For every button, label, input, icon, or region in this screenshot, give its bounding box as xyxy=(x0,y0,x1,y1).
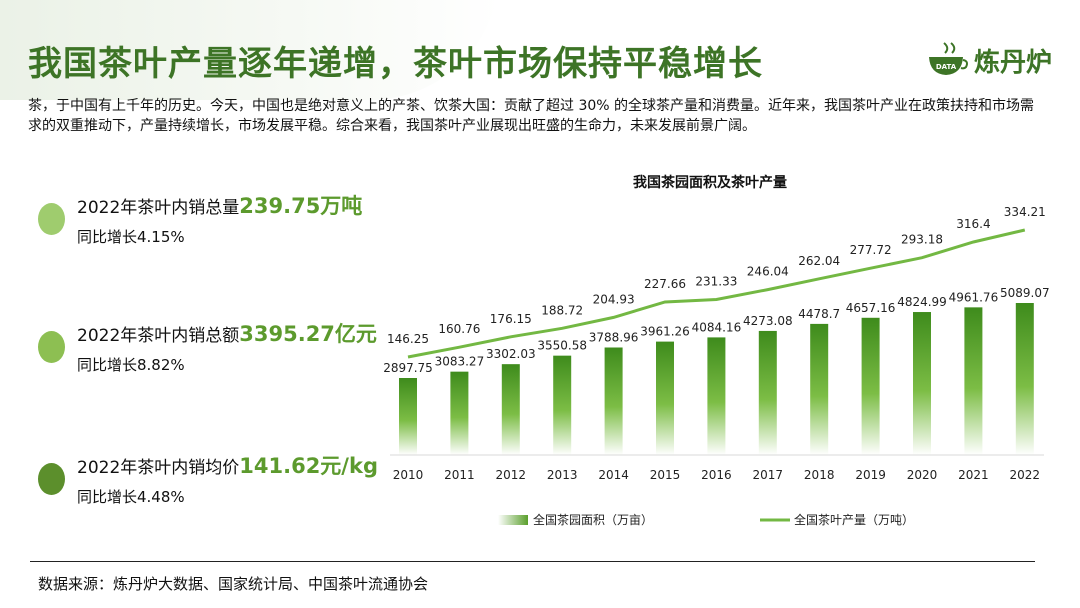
logo-text: 炼丹炉 xyxy=(974,47,1053,78)
kpi-bullet-icon xyxy=(38,202,65,235)
bar-2010 xyxy=(399,378,417,455)
bar-2015 xyxy=(656,341,674,455)
line-label-2012: 176.15 xyxy=(490,312,532,326)
bar-label-2011: 3083.27 xyxy=(435,355,485,369)
kpi-label: 2022年茶叶内销总额 xyxy=(77,326,240,346)
line-label-2010: 146.25 xyxy=(387,332,429,346)
logo-badge: DATA xyxy=(936,63,957,71)
x-tick-2014: 2014 xyxy=(598,468,629,482)
line-label-2021: 316.4 xyxy=(956,217,990,231)
line-label-2019: 277.72 xyxy=(850,243,892,257)
bar-2022 xyxy=(1015,303,1034,455)
x-tick-2022: 2022 xyxy=(1010,468,1041,482)
kpi-growth: 同比增长8.82% xyxy=(77,356,185,374)
line-label-2017: 246.04 xyxy=(747,265,789,279)
kpi-growth: 同比增长4.48% xyxy=(77,488,185,506)
x-tick-2021: 2021 xyxy=(958,468,989,482)
bar-2018 xyxy=(810,323,829,455)
bar-2013 xyxy=(553,355,572,455)
bar-label-2012: 3302.03 xyxy=(486,347,536,361)
chart-legend: 全国茶园面积（万亩） 全国茶叶产量（万吨） xyxy=(498,512,914,527)
bar-label-2013: 3550.58 xyxy=(537,339,587,353)
bar-2012 xyxy=(501,364,520,455)
line-label-2013: 188.72 xyxy=(541,303,583,317)
bar-2016 xyxy=(707,337,726,455)
intro-paragraph: 茶，于中国有上千年的历史。今天，中国也是绝对意义上的产茶、饮茶大国：贡献了超过 … xyxy=(28,98,1035,134)
kpi-label: 2022年茶叶内销均价 xyxy=(77,458,240,478)
bar-2019 xyxy=(861,317,880,455)
kpi-value: 3395.27亿元 xyxy=(239,322,377,346)
legend-area-label: 全国茶园面积（万亩） xyxy=(533,512,653,527)
line-label-2011: 160.76 xyxy=(438,322,480,336)
x-tick-2017: 2017 xyxy=(753,468,784,482)
x-tick-2016: 2016 xyxy=(701,468,732,482)
line-label-2016: 231.33 xyxy=(695,275,737,289)
bar-label-2014: 3788.96 xyxy=(589,330,639,344)
line-label-2014: 204.93 xyxy=(593,292,635,306)
bar-2017 xyxy=(758,330,777,455)
header-background xyxy=(0,0,500,100)
bar-label-2010: 2897.75 xyxy=(383,361,433,375)
bar-label-2020: 4824.99 xyxy=(897,295,947,309)
line-label-2020: 293.18 xyxy=(901,233,943,247)
bar-2021 xyxy=(964,307,983,455)
production-line xyxy=(407,228,1026,359)
data-source: 数据来源：炼丹炉大数据、国家统计局、中国茶叶流通协会 xyxy=(38,575,429,593)
x-tick-2015: 2015 xyxy=(650,468,681,482)
bar-label-2021: 4961.76 xyxy=(949,290,999,304)
chart-title: 我国茶园面积及茶叶产量 xyxy=(633,175,787,191)
x-tick-2018: 2018 xyxy=(804,468,835,482)
brand-logo: DATA 炼丹炉 xyxy=(924,40,1052,80)
x-tick-2013: 2013 xyxy=(547,468,578,482)
kpi-average-price: 2022年茶叶内销均价141.62元/kg 同比增长4.48% xyxy=(38,450,378,507)
x-tick-2012: 2012 xyxy=(496,468,527,482)
kpi-bullet-icon xyxy=(38,330,65,363)
tea-chart: 2897.75 146.25 3083.27 160.76 3302.03 176.15 3… xyxy=(383,205,1050,527)
bar-label-2019: 4657.16 xyxy=(846,301,896,315)
legend-production-label: 全国茶叶产量（万吨） xyxy=(794,512,914,527)
kpi-sales-amount: 2022年茶叶内销总额3395.27亿元 同比增长8.82% xyxy=(38,318,377,375)
bar-2020 xyxy=(913,312,931,455)
bar-2014 xyxy=(604,347,623,455)
kpi-value: 141.62元/kg xyxy=(239,454,378,478)
kpi-label: 2022年茶叶内销总量 xyxy=(77,198,240,218)
kpi-sales-volume: 2022年茶叶内销总量239.75万吨 同比增长4.15% xyxy=(38,190,362,247)
bar-2011 xyxy=(450,371,469,455)
page-title: 我国茶叶产量逐年递增，茶叶市场保持平稳增长 xyxy=(28,44,763,84)
legend-bar-swatch xyxy=(498,515,528,525)
bar-label-2018: 4478.7 xyxy=(798,307,840,321)
x-tick-2010: 2010 xyxy=(393,468,424,482)
kpi-value: 239.75万吨 xyxy=(239,194,363,218)
line-label-2018: 262.04 xyxy=(798,254,840,268)
bar-label-2016: 4084.16 xyxy=(692,320,742,334)
x-tick-2011: 2011 xyxy=(444,468,475,482)
x-tick-2019: 2019 xyxy=(855,468,886,482)
line-label-2015: 227.66 xyxy=(644,277,686,291)
bar-label-2022: 5089.07 xyxy=(1000,286,1050,300)
line-label-2022: 334.21 xyxy=(1004,205,1046,219)
bar-label-2015: 3961.26 xyxy=(640,325,690,339)
bar-label-2017: 4273.08 xyxy=(743,314,793,328)
kpi-growth: 同比增长4.15% xyxy=(77,228,185,246)
footer-divider xyxy=(30,561,1035,562)
teacup-icon: DATA xyxy=(929,42,968,75)
kpi-bullet-icon xyxy=(38,462,65,495)
x-tick-2020: 2020 xyxy=(907,468,938,482)
